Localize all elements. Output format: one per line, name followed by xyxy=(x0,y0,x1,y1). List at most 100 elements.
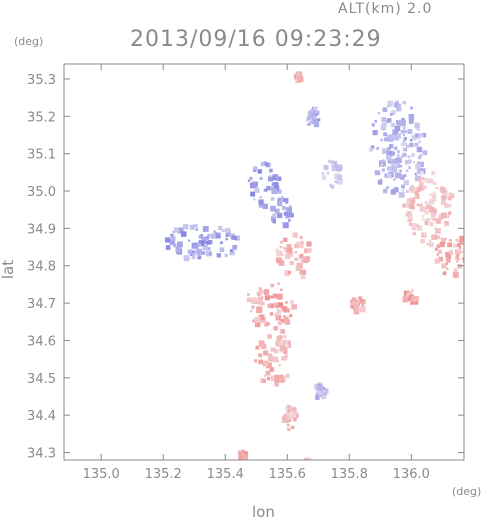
radar-cell xyxy=(359,298,364,303)
radar-cell xyxy=(389,143,394,149)
radar-cell xyxy=(416,203,420,207)
radar-cell xyxy=(301,460,305,464)
radar-cell xyxy=(294,251,297,254)
radar-cell xyxy=(435,186,438,189)
radar-cell xyxy=(395,100,399,105)
altitude-label: ALT(km) 2.0 xyxy=(338,1,433,17)
radar-cell xyxy=(213,230,217,234)
radar-cell xyxy=(369,147,374,152)
radar-cell xyxy=(408,114,415,120)
radar-cell xyxy=(299,236,303,239)
radar-cell xyxy=(304,248,309,254)
radar-cell xyxy=(300,274,306,280)
radar-cell xyxy=(197,254,201,257)
radar-cell xyxy=(420,238,426,244)
radar-cell xyxy=(238,450,245,457)
radar-cell xyxy=(314,114,318,117)
radar-cell xyxy=(251,305,255,309)
radar-cell xyxy=(390,123,395,128)
radar-cell xyxy=(284,198,289,203)
radar-cell xyxy=(285,254,291,259)
radar-cell xyxy=(419,154,423,158)
radar-cell xyxy=(402,203,407,208)
radar-cell xyxy=(380,124,387,130)
radar-cell xyxy=(205,250,212,257)
radar-cell xyxy=(306,462,310,466)
radar-cell xyxy=(287,420,290,423)
radar-cell xyxy=(193,224,198,228)
radar-cell xyxy=(310,462,316,468)
radar-cell xyxy=(183,255,190,262)
radar-cell xyxy=(306,463,308,465)
radar-cell xyxy=(439,241,445,247)
radar-cell xyxy=(287,270,292,274)
radar-cell xyxy=(387,146,391,151)
radar-cell xyxy=(353,299,360,306)
radar-cell xyxy=(282,198,286,202)
radar-cell xyxy=(296,241,300,244)
radar-cell xyxy=(291,425,295,430)
radar-cell xyxy=(277,201,283,207)
radar-cell xyxy=(307,123,310,126)
radar-cell xyxy=(282,222,285,225)
radar-cell xyxy=(276,257,282,264)
radar-echo-layer xyxy=(164,71,464,468)
radar-cell xyxy=(350,299,353,303)
radar-cell xyxy=(391,166,398,172)
radar-cell xyxy=(409,222,412,226)
radar-cell xyxy=(201,251,205,255)
radar-cell xyxy=(386,137,391,142)
radar-cell xyxy=(462,259,464,263)
radar-cell xyxy=(267,322,271,326)
radar-cell xyxy=(447,196,453,201)
radar-cell xyxy=(459,235,464,241)
radar-cell xyxy=(302,460,307,465)
radar-cell xyxy=(408,166,411,169)
radar-cell xyxy=(252,297,256,301)
radar-cell xyxy=(428,199,434,205)
radar-cell xyxy=(254,316,261,323)
radar-cell xyxy=(412,231,417,236)
radar-cell xyxy=(409,139,413,142)
radar-cell xyxy=(406,169,409,172)
radar-cell xyxy=(432,213,436,217)
radar-cell xyxy=(271,216,276,222)
radar-cell xyxy=(275,314,282,321)
radar-cell xyxy=(446,258,451,263)
radar-cell xyxy=(269,312,274,316)
radar-cell xyxy=(276,309,282,314)
radar-cell xyxy=(318,383,322,387)
y-tick-label: 35.2 xyxy=(27,110,56,125)
radar-cell xyxy=(401,118,405,122)
radar-cell xyxy=(415,194,420,199)
radar-cell xyxy=(386,166,392,171)
radar-cell xyxy=(173,243,177,248)
radar-cell xyxy=(423,232,427,236)
radar-cell xyxy=(221,229,225,233)
radar-cell xyxy=(406,211,412,217)
radar-cell xyxy=(414,172,418,176)
radar-cell xyxy=(394,125,401,132)
radar-cell xyxy=(269,175,272,178)
radar-cell xyxy=(386,186,389,190)
radar-cell xyxy=(417,128,420,131)
radar-cell xyxy=(398,103,401,106)
radar-cell xyxy=(164,237,170,243)
radar-cell xyxy=(407,129,413,134)
radar-cell xyxy=(198,235,203,239)
radar-cell xyxy=(453,268,458,273)
radar-cell xyxy=(273,182,279,187)
radar-cell xyxy=(434,258,440,264)
chart-title: 2013/09/16 09:23:29 xyxy=(130,27,382,52)
radar-cell xyxy=(280,374,284,378)
radar-cell xyxy=(288,252,294,257)
radar-cell xyxy=(283,237,288,242)
radar-cell xyxy=(306,241,312,247)
radar-cell xyxy=(389,158,396,165)
radar-cell xyxy=(403,174,407,177)
radar-cell xyxy=(277,321,283,326)
radar-cell xyxy=(316,383,322,389)
radar-cell xyxy=(432,218,436,221)
x-tick-label: 135.6 xyxy=(269,467,306,482)
radar-cell xyxy=(323,392,327,396)
